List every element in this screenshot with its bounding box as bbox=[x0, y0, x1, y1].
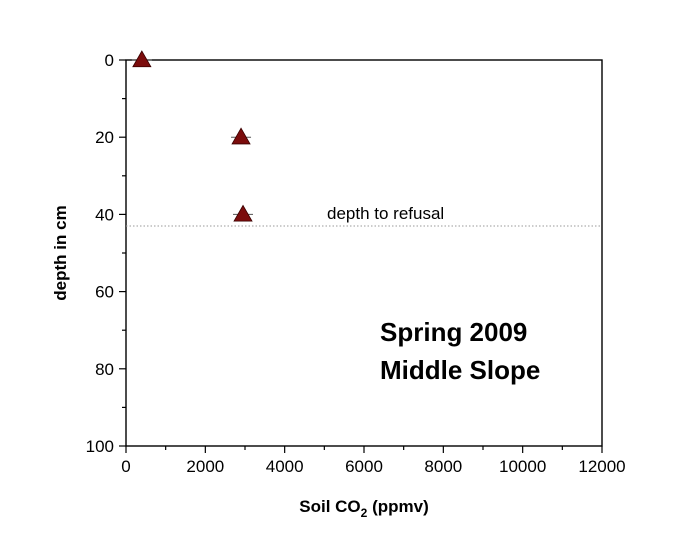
x-tick-label: 0 bbox=[121, 457, 130, 476]
x-tick-label: 12000 bbox=[578, 457, 625, 476]
x-tick-label: 4000 bbox=[266, 457, 304, 476]
x-axis-title-main: Soil CO bbox=[299, 497, 360, 516]
refusal-depth-label: depth to refusal bbox=[327, 204, 444, 223]
x-axis-ticks: 0 2000 4000 6000 8000 10000 12000 bbox=[121, 446, 626, 476]
season-annotation: Spring 2009 bbox=[380, 317, 527, 347]
slope-annotation: Middle Slope bbox=[380, 355, 540, 385]
x-tick-label: 2000 bbox=[186, 457, 224, 476]
y-axis-title: depth in cm bbox=[51, 205, 70, 300]
data-point-triangle bbox=[233, 204, 253, 222]
y-tick-label: 20 bbox=[95, 128, 114, 147]
y-tick-label: 60 bbox=[95, 283, 114, 302]
y-tick-label: 40 bbox=[95, 205, 114, 224]
data-points bbox=[131, 50, 254, 222]
y-axis-ticks: 0 20 40 60 80 100 bbox=[86, 51, 126, 456]
x-tick-label: 8000 bbox=[424, 457, 462, 476]
y-tick-label: 100 bbox=[86, 437, 114, 456]
x-tick-label: 6000 bbox=[345, 457, 383, 476]
x-tick-label: 10000 bbox=[499, 457, 546, 476]
y-tick-label: 0 bbox=[105, 51, 114, 70]
data-point-triangle bbox=[231, 127, 251, 145]
x-axis-title-tail: (ppmv) bbox=[367, 497, 428, 516]
x-axis-title-subscript: 2 bbox=[361, 506, 368, 520]
plot-frame bbox=[125, 59, 603, 447]
x-axis-title: Soil CO2 (ppmv) bbox=[299, 497, 428, 520]
data-point-triangle bbox=[132, 50, 152, 68]
y-tick-label: 80 bbox=[95, 360, 114, 379]
